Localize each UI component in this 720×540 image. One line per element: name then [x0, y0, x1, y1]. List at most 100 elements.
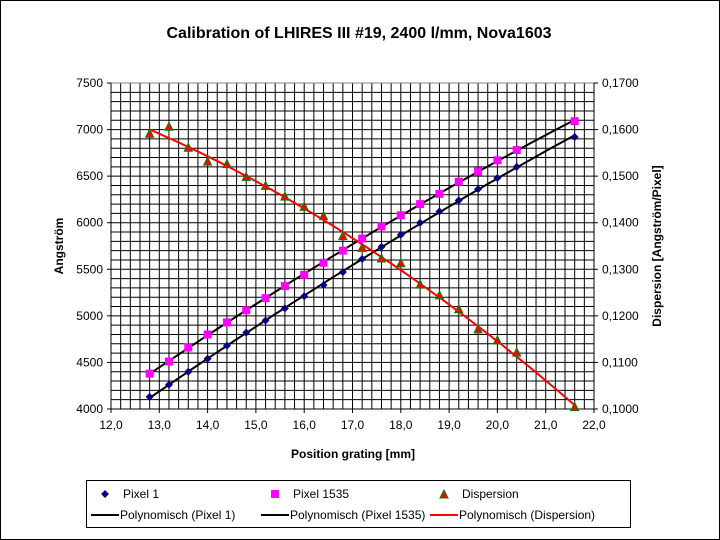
data-point-dispersion	[260, 180, 271, 190]
x-axis-label: Position grating [mm]	[291, 447, 415, 461]
legend-label: Polynomisch (Dispersion)	[459, 508, 596, 522]
y-tick-label: 5500	[76, 262, 103, 276]
data-point-pixel1	[242, 328, 251, 337]
data-point-pixel1	[512, 162, 521, 171]
diamond-marker-icon	[91, 486, 119, 502]
data-point-pixel1535	[242, 306, 251, 315]
data-point-dispersion	[569, 401, 580, 412]
x-tick-label: 21,0	[534, 418, 558, 432]
data-point-pixel1	[570, 133, 579, 142]
x-tick-label: 14,0	[196, 418, 220, 432]
data-point-pixel1	[319, 281, 328, 290]
data-point-pixel1	[474, 185, 483, 194]
legend-label: Polynomisch (Pixel 1)	[120, 508, 236, 522]
data-point-dispersion	[299, 201, 310, 211]
legend-item-pixel1: Pixel 1	[91, 486, 159, 502]
data-point-pixel1	[435, 207, 444, 216]
y-tick-label: 6000	[76, 216, 103, 230]
data-point-dispersion	[473, 323, 483, 334]
y-axis-label: Angström	[52, 218, 66, 275]
data-point-pixel1535	[338, 246, 347, 255]
legend-label: Pixel 1535	[293, 487, 350, 501]
x-tick-label: 20,0	[486, 418, 510, 432]
data-point-pixel1	[300, 292, 309, 301]
data-point-dispersion	[241, 171, 252, 182]
data-point-pixel1535	[319, 258, 328, 267]
data-point-dispersion	[183, 142, 194, 152]
x-tick-label: 13,0	[148, 418, 172, 432]
legend-item-trend-pixel1535: Polynomisch (Pixel 1535)	[261, 507, 425, 523]
data-point-dispersion	[222, 158, 232, 168]
data-point-dispersion	[395, 257, 406, 268]
data-point-dispersion	[415, 279, 425, 289]
y-tick-label: 4000	[76, 402, 103, 416]
data-point-dispersion	[164, 121, 174, 131]
grid	[110, 82, 595, 410]
data-point-pixel1535	[203, 330, 212, 339]
data-point-pixel1535	[377, 222, 386, 231]
data-point-dispersion	[376, 252, 387, 263]
data-point-pixel1	[358, 255, 367, 264]
x-tick-label: 12,0	[99, 418, 123, 432]
data-point-dispersion	[492, 334, 503, 345]
legend-item-trend-dispersion: Polynomisch (Dispersion)	[430, 507, 595, 523]
data-point-pixel1535	[512, 146, 521, 155]
data-point-dispersion	[511, 346, 522, 357]
data-point-pixel1535	[493, 156, 502, 165]
data-point-pixel1	[454, 196, 463, 205]
x-tick-label: 22,0	[582, 418, 606, 432]
data-point-dispersion	[202, 156, 213, 166]
y2-tick-label: 0,1200	[602, 309, 639, 323]
data-point-pixel1	[396, 230, 405, 239]
data-point-dispersion	[144, 128, 155, 138]
legend-label: Polynomisch (Pixel 1535)	[290, 508, 426, 522]
data-point-pixel1	[203, 354, 212, 363]
chart-title: Calibration of LHIRES III #19, 2400 l/mm…	[166, 25, 551, 42]
y2-tick-label: 0,1600	[602, 123, 639, 137]
data-point-pixel1	[493, 174, 502, 183]
data-point-pixel1535	[280, 282, 289, 291]
data-points	[144, 117, 580, 412]
legend-item-pixel1535: Pixel 1535	[261, 486, 349, 502]
data-point-dispersion	[318, 210, 329, 221]
data-point-pixel1535	[358, 234, 367, 243]
data-point-pixel1	[280, 304, 289, 313]
line-swatch-icon	[91, 514, 119, 516]
data-point-dispersion	[338, 230, 348, 241]
data-point-pixel1535	[474, 167, 483, 176]
data-point-pixel1	[377, 242, 386, 251]
legend-item-trend-pixel1: Polynomisch (Pixel 1)	[91, 507, 235, 523]
data-point-pixel1535	[164, 357, 173, 366]
x-tick-label: 17,0	[341, 418, 365, 432]
data-point-pixel1535	[396, 211, 405, 220]
y-tick-label: 5000	[76, 309, 103, 323]
y2-tick-label: 0,1500	[602, 169, 639, 183]
data-point-pixel1535	[300, 270, 309, 279]
y-tick-label: 7500	[76, 76, 103, 90]
square-marker-icon	[261, 486, 289, 502]
y-tick-label: 6500	[76, 169, 103, 183]
data-point-dispersion	[357, 242, 367, 252]
y2-tick-label: 0,1400	[602, 216, 639, 230]
data-point-pixel1	[145, 392, 154, 401]
data-point-pixel1535	[184, 343, 193, 352]
line-swatch-icon	[430, 514, 458, 516]
y-tick-label: 4500	[76, 355, 103, 369]
data-point-pixel1	[416, 218, 425, 227]
x-tick-label: 19,0	[437, 418, 461, 432]
legend-label: Dispersion	[462, 487, 519, 501]
data-point-pixel1	[164, 380, 173, 389]
y-tick-label: 7000	[76, 123, 103, 137]
y2-tick-label: 0,1300	[602, 262, 639, 276]
data-point-pixel1535	[222, 318, 231, 327]
triangle-marker-icon	[430, 486, 458, 502]
data-point-pixel1535	[416, 200, 425, 209]
data-point-dispersion	[280, 190, 290, 201]
data-point-pixel1	[338, 268, 347, 277]
legend-label: Pixel 1	[123, 487, 160, 501]
y2-tick-label: 0,1000	[602, 402, 639, 416]
data-point-pixel1	[261, 316, 270, 325]
data-point-pixel1535	[454, 177, 463, 186]
